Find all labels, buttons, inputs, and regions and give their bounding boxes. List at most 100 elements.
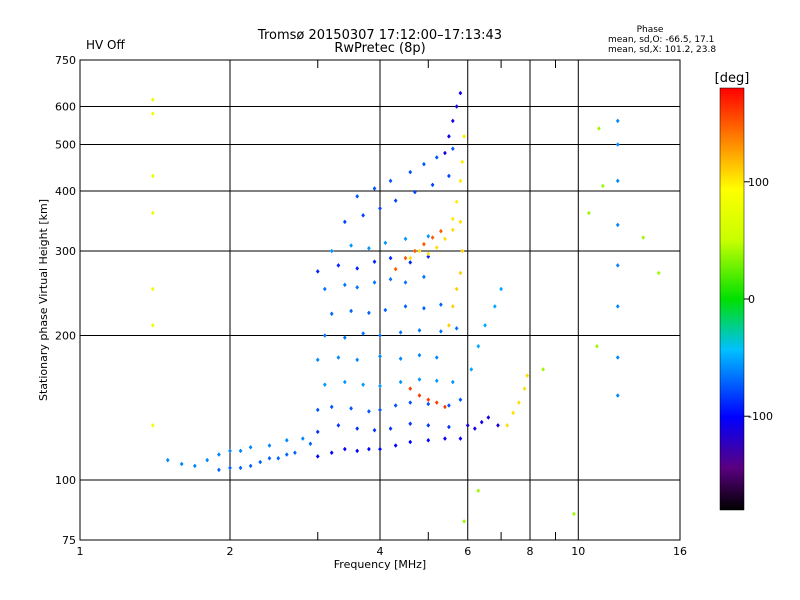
data-point (284, 437, 289, 443)
data-point (329, 404, 334, 410)
data-point (150, 286, 155, 292)
data-point (434, 378, 439, 384)
colorbar-tick-label: 0 (748, 293, 755, 306)
data-point (408, 400, 413, 405)
colorbar-ticks: 100 0 -100 (744, 176, 773, 423)
data-point (366, 446, 371, 452)
data-point (615, 118, 620, 124)
data-point (322, 333, 327, 338)
data-point (443, 236, 447, 242)
data-point (417, 248, 422, 254)
data-point (216, 452, 221, 457)
data-point (458, 90, 463, 96)
x-tick-label: 1 (77, 545, 84, 558)
data-point (460, 248, 465, 254)
data-point (443, 436, 447, 441)
data-point (150, 97, 155, 103)
x-axis-ticks: 1 2 4 6 8 10 16 (77, 545, 688, 558)
data-point (366, 408, 371, 414)
data-point (462, 133, 467, 139)
data-point (450, 146, 455, 152)
data-point (426, 437, 431, 443)
data-point (408, 255, 413, 261)
data-point (322, 286, 327, 292)
data-point (372, 280, 377, 285)
data-point (426, 422, 431, 428)
y-tick-label: 100 (55, 474, 76, 487)
data-point (342, 219, 347, 225)
data-point (300, 436, 305, 441)
data-point (462, 518, 467, 524)
data-point (403, 303, 408, 309)
y-tick-label: 300 (55, 245, 76, 258)
data-point (355, 193, 360, 199)
chart-subtitle: RwPretec (8p) (334, 41, 425, 56)
data-point (315, 454, 320, 459)
data-point (450, 379, 455, 385)
data-point (267, 455, 272, 461)
data-point (355, 265, 360, 271)
phase-stats-x: mean, sd,X: 101.2, 23.8 (608, 45, 716, 55)
y-tick-label: 500 (55, 139, 76, 152)
data-point (496, 422, 500, 428)
data-point (150, 210, 155, 216)
data-point (361, 331, 366, 336)
data-point (417, 393, 422, 398)
data-point (258, 459, 263, 465)
data-point (525, 373, 530, 379)
data-point (355, 448, 360, 454)
data-point (417, 377, 422, 382)
data-point (434, 245, 439, 250)
data-point (421, 161, 426, 167)
data-point (656, 270, 661, 276)
data-point (336, 355, 341, 360)
data-point (472, 426, 477, 431)
colorbar-label: [deg] (715, 71, 750, 86)
data-point (430, 182, 435, 188)
data-point (595, 343, 599, 349)
data-point (361, 212, 366, 218)
data-point (366, 245, 371, 251)
data-point (486, 415, 491, 420)
data-point (443, 150, 447, 156)
data-point (479, 419, 484, 425)
data-point (615, 393, 620, 398)
status-label: HV Off (86, 38, 125, 52)
x-tick-label: 16 (673, 545, 687, 558)
data-point (469, 367, 474, 372)
data-point (417, 327, 422, 333)
data-point (349, 243, 354, 248)
data-point (349, 406, 354, 411)
data-point (446, 403, 451, 408)
data-point (150, 322, 155, 328)
data-point (426, 251, 431, 257)
y-tick-label: 750 (55, 54, 76, 67)
data-point (443, 404, 447, 410)
data-point (378, 407, 382, 413)
data-point (150, 173, 155, 179)
data-point (454, 104, 459, 109)
data-point (571, 511, 576, 517)
data-point (446, 133, 451, 139)
data-point (378, 383, 382, 389)
x-tick-label: 6 (464, 545, 471, 558)
data-point (641, 235, 646, 240)
data-point (315, 269, 320, 274)
data-point (458, 219, 463, 225)
data-point (248, 463, 253, 469)
data-point (615, 355, 620, 360)
y-tick-label: 75 (62, 534, 76, 547)
data-point (355, 284, 360, 290)
data-point (483, 322, 487, 328)
data-point (615, 262, 620, 268)
data-point (192, 463, 197, 469)
data-point (596, 126, 601, 131)
data-point (408, 386, 413, 392)
data-point (398, 379, 403, 385)
data-point (150, 111, 155, 116)
grid-lines (80, 60, 680, 540)
data-point (315, 429, 320, 435)
data-point (412, 248, 417, 254)
data-point (458, 436, 463, 441)
data-point (450, 303, 455, 309)
